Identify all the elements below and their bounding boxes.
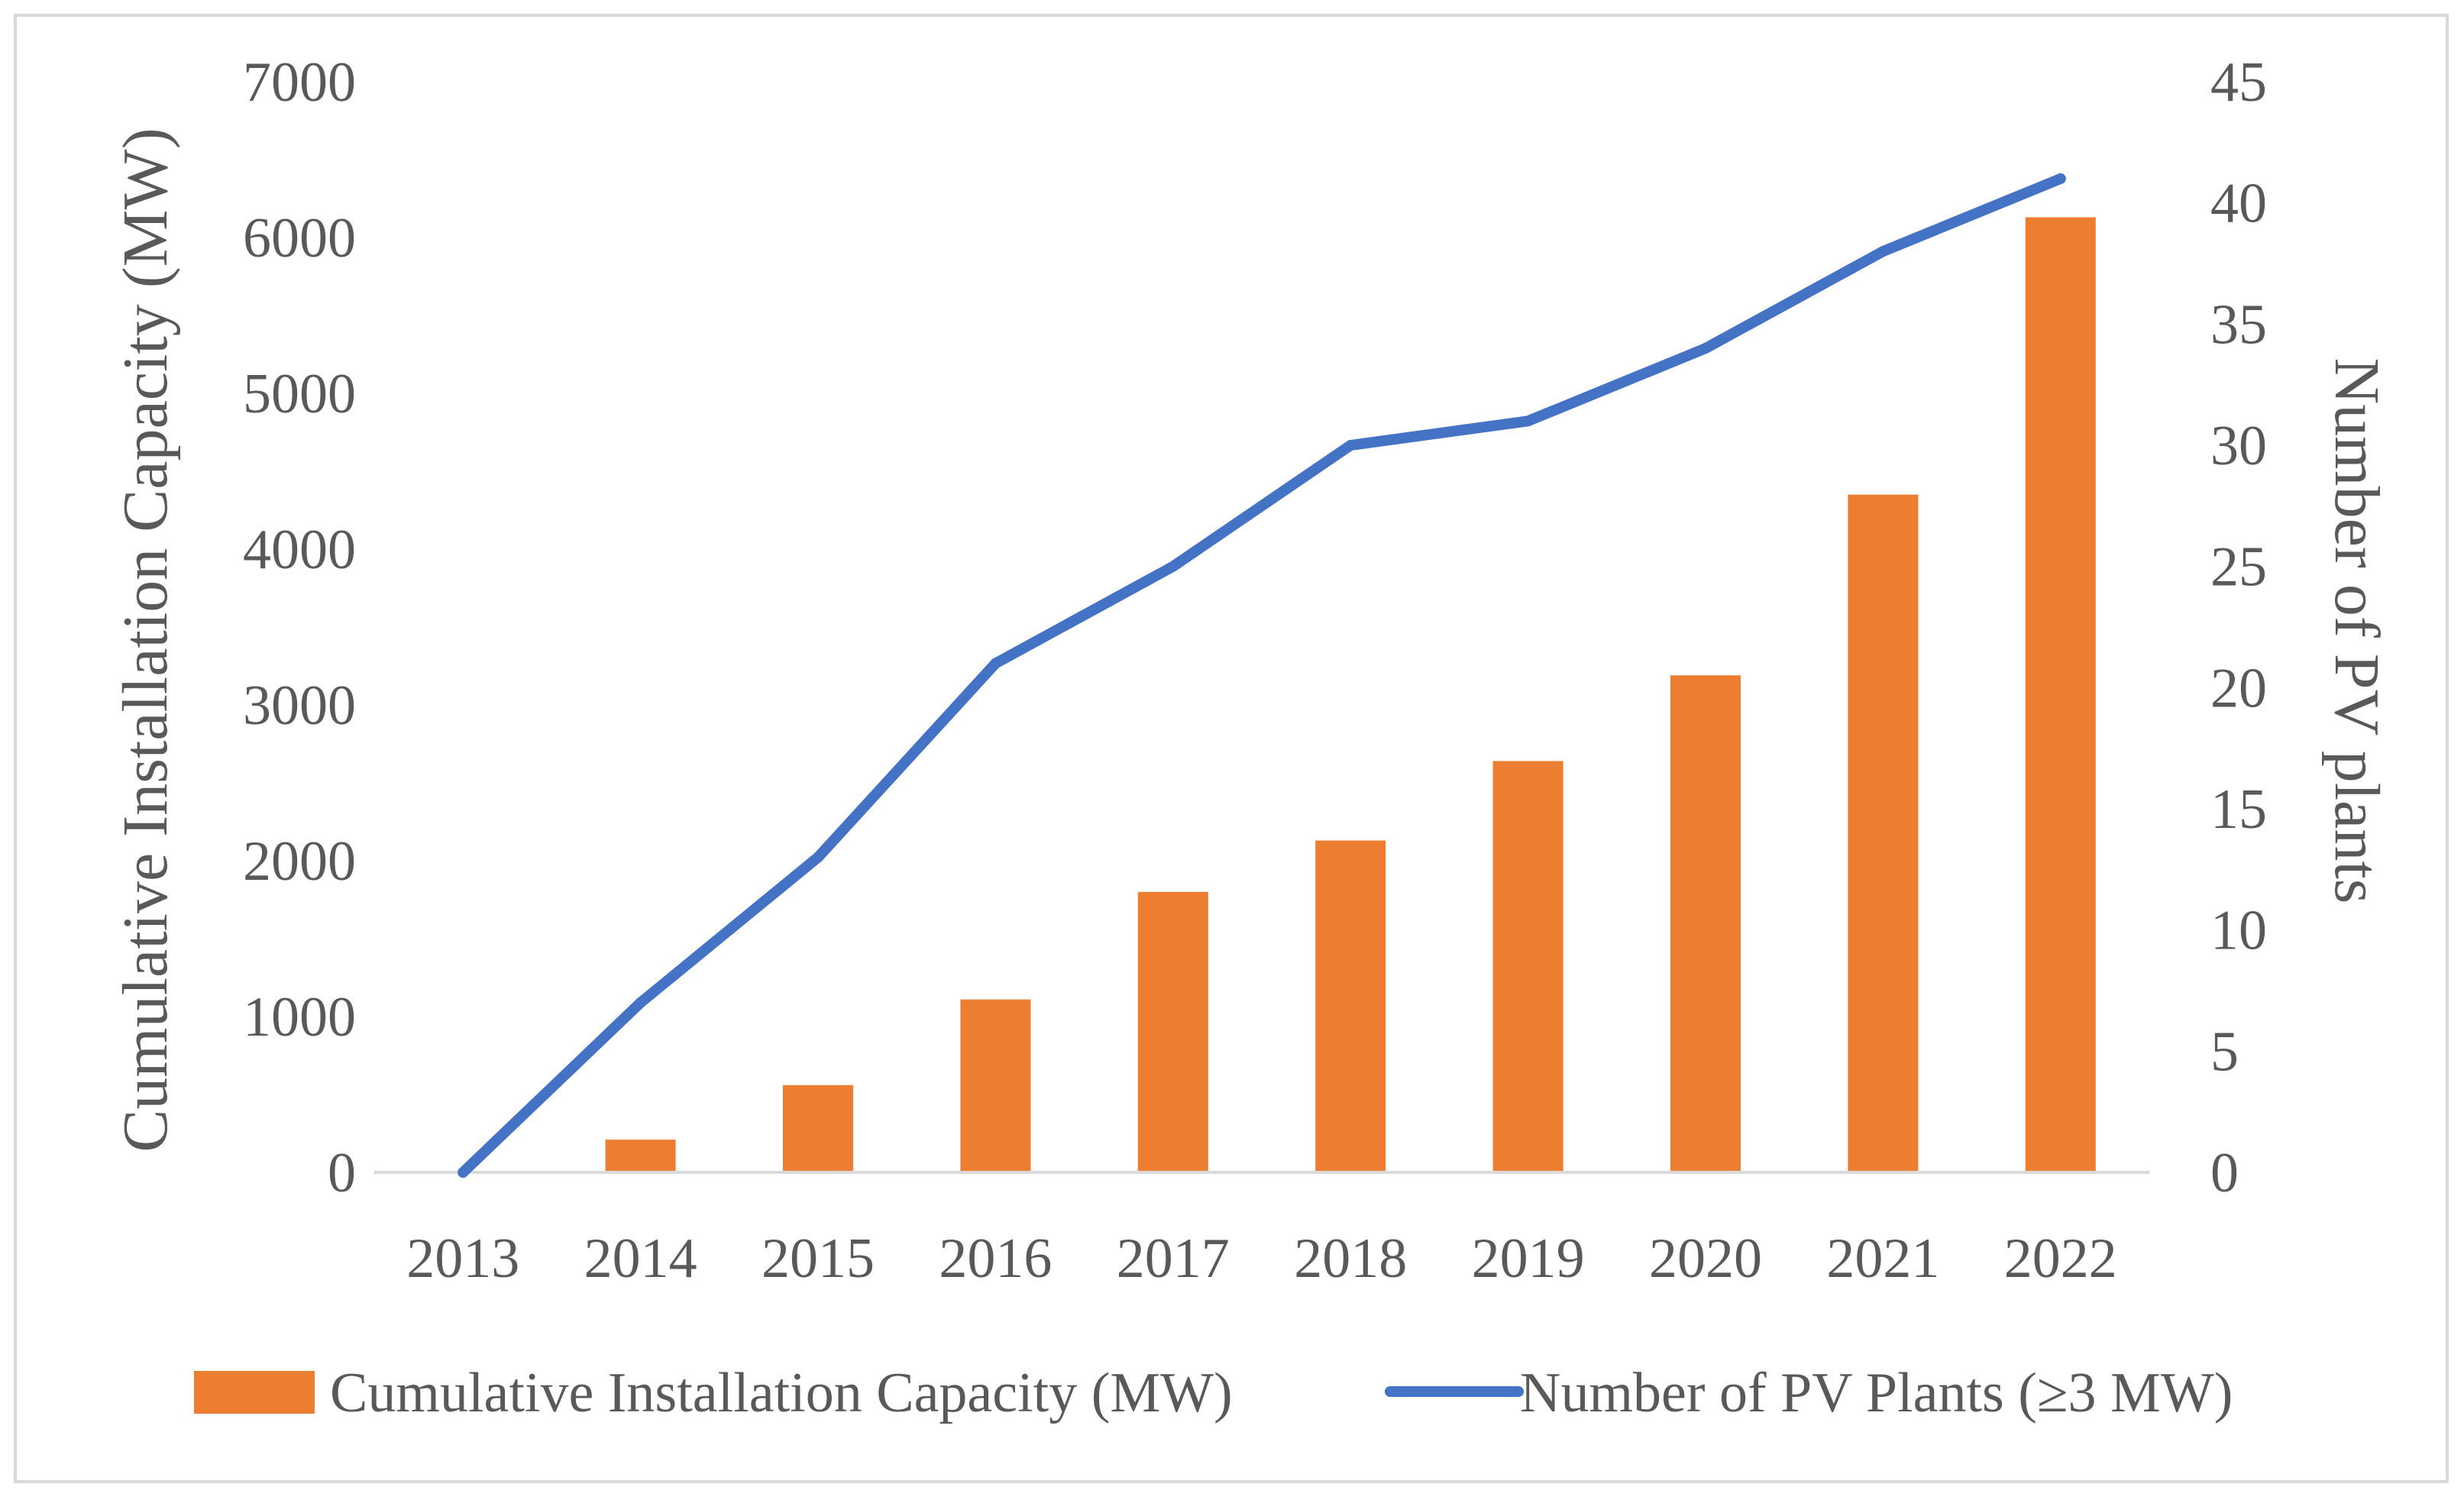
capacity-bar-2014 bbox=[605, 1140, 676, 1172]
plants-point-2013 bbox=[458, 1167, 469, 1178]
right-tick-label: 30 bbox=[2210, 415, 2267, 477]
legend-capacity-swatch bbox=[194, 1371, 315, 1414]
x-tick-label: 2020 bbox=[1649, 1227, 1762, 1290]
left-tick-label: 3000 bbox=[243, 674, 356, 737]
plants-point-2015 bbox=[813, 852, 823, 863]
left-tick-label: 1000 bbox=[243, 986, 356, 1049]
capacity-bar-2017 bbox=[1137, 891, 1208, 1172]
left-axis-ticks: 0 1000 2000 3000 4000 5000 6000 7000 bbox=[243, 51, 356, 1204]
capacity-bar-2019 bbox=[1492, 761, 1563, 1172]
right-tick-label: 0 bbox=[2210, 1142, 2239, 1204]
plants-point-2021 bbox=[1877, 246, 1889, 257]
right-axis-ticks: 0 5 10 15 20 25 30 35 40 45 bbox=[2210, 51, 2267, 1204]
legend-capacity-label: Cumulative Installation Capacity (MW) bbox=[330, 1362, 1233, 1424]
right-tick-label: 10 bbox=[2210, 900, 2267, 962]
plants-point-2019 bbox=[1522, 415, 1534, 427]
x-tick-label: 2015 bbox=[762, 1227, 875, 1290]
x-tick-label: 2021 bbox=[1826, 1227, 1939, 1290]
plants-point-2014 bbox=[635, 997, 646, 1008]
plants-point-2017 bbox=[1167, 561, 1179, 572]
plants-point-2022 bbox=[2055, 173, 2066, 184]
left-tick-label: 4000 bbox=[243, 519, 356, 581]
left-axis-title: Cumulative Installation Capacity (MW) bbox=[110, 128, 181, 1152]
right-tick-label: 45 bbox=[2210, 51, 2267, 114]
right-tick-label: 15 bbox=[2210, 778, 2267, 841]
left-tick-label: 2000 bbox=[243, 830, 356, 893]
chart-frame bbox=[14, 14, 2449, 1483]
x-tick-label: 2022 bbox=[2004, 1227, 2117, 1290]
left-tick-label: 0 bbox=[328, 1142, 356, 1204]
capacity-bar-2015 bbox=[783, 1085, 853, 1172]
right-axis-title: Number of PV plants bbox=[2321, 358, 2392, 904]
x-axis-ticks: 2013 2014 2015 2016 2017 2018 2019 2020 2021 2022 bbox=[406, 1227, 2117, 1290]
plants-point-2020 bbox=[1700, 343, 1711, 354]
right-tick-label: 40 bbox=[2210, 173, 2267, 235]
left-tick-label: 5000 bbox=[243, 363, 356, 425]
right-tick-label: 5 bbox=[2210, 1020, 2239, 1083]
legend-plants-label: Number of PV Plants (≥3 MW) bbox=[1520, 1362, 2233, 1424]
x-tick-label: 2019 bbox=[1472, 1227, 1585, 1290]
right-tick-label: 25 bbox=[2210, 536, 2267, 599]
capacity-bar-2022 bbox=[2025, 217, 2096, 1173]
plants-point-2018 bbox=[1345, 440, 1356, 451]
plants-point-2016 bbox=[990, 658, 1001, 669]
left-tick-label: 7000 bbox=[243, 51, 356, 114]
left-tick-label: 6000 bbox=[243, 207, 356, 270]
legend: Cumulative Installation Capacity (MW) Nu… bbox=[194, 1362, 2233, 1424]
plants-line-group bbox=[458, 173, 2066, 1178]
right-tick-label: 20 bbox=[2210, 657, 2267, 719]
capacity-bar-2020 bbox=[1670, 675, 1741, 1172]
capacity-bar-2016 bbox=[960, 999, 1031, 1172]
right-tick-label: 35 bbox=[2210, 293, 2267, 356]
capacity-bar-2018 bbox=[1315, 840, 1386, 1172]
capacity-bar-2021 bbox=[1848, 494, 1919, 1172]
x-tick-label: 2013 bbox=[406, 1227, 519, 1290]
x-tick-label: 2017 bbox=[1117, 1227, 1230, 1290]
capacity-bars bbox=[605, 217, 2096, 1173]
plants-line bbox=[458, 173, 2066, 1178]
x-tick-label: 2014 bbox=[584, 1227, 697, 1290]
x-tick-label: 2016 bbox=[939, 1227, 1052, 1290]
x-tick-label: 2018 bbox=[1294, 1227, 1407, 1290]
